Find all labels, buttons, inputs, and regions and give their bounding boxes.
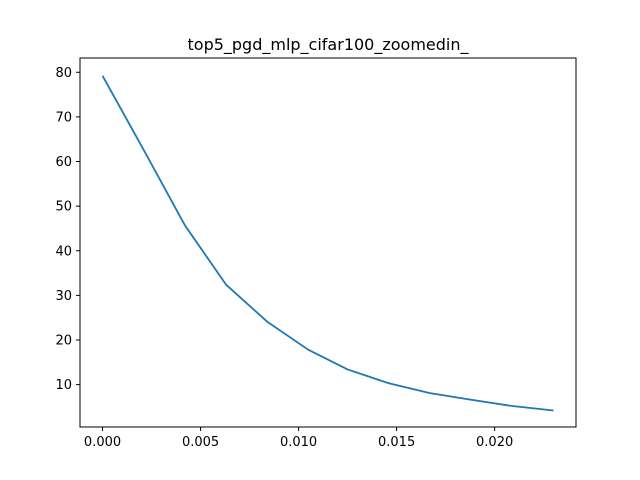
y-tick-label: 30 xyxy=(55,289,72,304)
y-tick-label: 20 xyxy=(55,333,72,348)
series-line-0 xyxy=(101,75,554,412)
y-tick-label: 10 xyxy=(55,378,72,393)
plot-area xyxy=(101,75,554,412)
x-tick-label: 0.015 xyxy=(378,435,415,450)
plot-frame xyxy=(79,57,577,428)
chart-title: top5_pgd_mlp_cifar100_zoomedin_ xyxy=(188,35,470,55)
x-tick-label: 0.020 xyxy=(476,435,513,450)
x-tick-label: 0.000 xyxy=(84,435,121,450)
y-tick-label: 80 xyxy=(55,66,72,81)
y-tick-label: 50 xyxy=(55,200,72,215)
y-tick-label: 60 xyxy=(55,155,72,170)
y-tick-label: 40 xyxy=(55,244,72,259)
x-tick-label: 0.005 xyxy=(182,435,219,450)
x-axis: 0.000 0.005 0.010 0.015 0.020 xyxy=(84,427,513,450)
y-tick-label: 70 xyxy=(55,110,72,125)
y-axis: 10 20 30 40 50 60 70 80 xyxy=(55,66,80,393)
x-tick-label: 0.010 xyxy=(280,435,317,450)
